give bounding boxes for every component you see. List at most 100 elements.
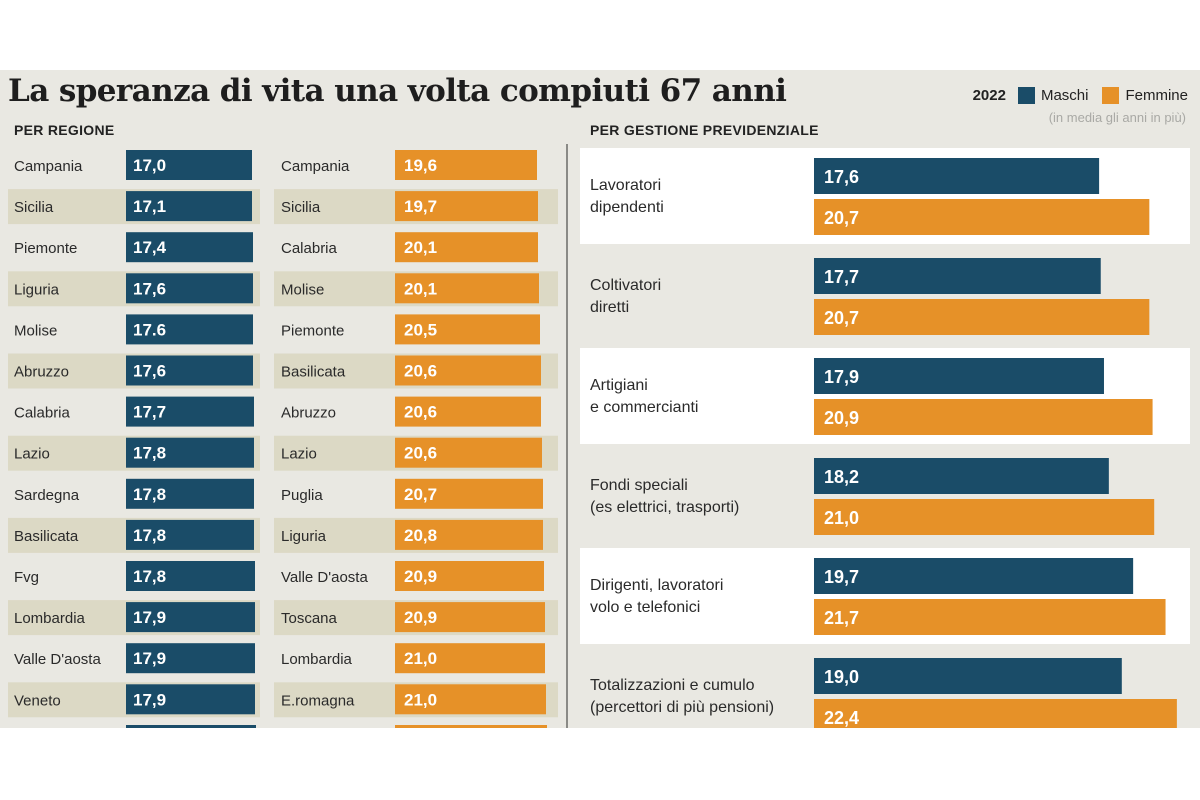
scheme-label-line2: volo e telefonici [590, 599, 700, 616]
region-label-male: Veneto [14, 692, 61, 709]
region-label-female: Calabria [281, 240, 338, 257]
scheme-bar-male [814, 458, 1109, 494]
region-bar-male [126, 684, 255, 715]
region-label-female: Campania [281, 158, 350, 175]
region-label-male: Fvg [14, 569, 39, 586]
region-value-female: 20,1 [404, 238, 437, 257]
page-title: La speranza di vita una volta compiuti 6… [8, 73, 787, 109]
region-label-female: Liguria [281, 528, 327, 545]
region-label-female: E.romagna [281, 692, 355, 709]
region-bar-female [395, 273, 539, 304]
region-bar-female [395, 478, 543, 509]
region-bar-female [395, 396, 541, 427]
region-bar-female [395, 684, 546, 715]
region-label-female: Lazio [281, 446, 317, 463]
region-label-female: Toscana [281, 610, 338, 627]
region-bar-male [126, 232, 253, 263]
region-value-male: 17,6 [133, 279, 166, 298]
region-value-female: 20,6 [404, 362, 437, 381]
region-value-female: 20,1 [404, 279, 437, 298]
region-value-male: 17,9 [133, 690, 166, 709]
legend-male-label: Maschi [1040, 87, 1089, 104]
section-title-regions: PER REGIONE [14, 122, 115, 138]
region-value-female: 20,9 [404, 608, 437, 627]
legend-note: (in media gli anni in più) [1048, 110, 1186, 125]
scheme-label-line2: e commercianti [590, 399, 698, 416]
scheme-value-male: 17,9 [824, 367, 859, 387]
region-label-female: Lombardia [281, 651, 353, 668]
scheme-bar-female [814, 399, 1153, 435]
region-bar-male-partial [126, 725, 256, 728]
scheme-value-female: 20,7 [824, 208, 859, 228]
scheme-value-male: 17,6 [824, 167, 859, 187]
region-label-male: Sicilia [14, 199, 54, 216]
region-label-male: Campania [14, 158, 83, 175]
region-value-male: 17,1 [133, 197, 166, 216]
region-bar-female [395, 643, 545, 674]
region-bar-female [395, 314, 540, 345]
scheme-bar-female [814, 199, 1150, 235]
region-value-female: 21,0 [404, 649, 437, 668]
region-value-male: 17,8 [133, 485, 166, 504]
scheme-value-female: 21,0 [824, 508, 859, 528]
region-bar-male [126, 519, 254, 550]
region-label-female: Sicilia [281, 199, 321, 216]
scheme-label-line2: dipendenti [590, 199, 664, 216]
region-bar-male [126, 191, 252, 222]
scheme-value-female: 20,7 [824, 308, 859, 328]
chart-canvas: Campania 17,0 Campania 19,6 Sicilia 17,1 Sicil… [8, 148, 1190, 728]
region-bar-male [126, 355, 253, 386]
region-value-female: 20,5 [404, 320, 437, 339]
region-bar-female-partial [395, 725, 547, 728]
region-label-male: Sardegna [14, 487, 80, 504]
region-value-female: 21,0 [404, 690, 437, 709]
region-label-female: Abruzzo [281, 405, 336, 422]
region-value-female: 20,6 [404, 403, 437, 422]
scheme-label-line2: (percettori di più pensioni) [590, 699, 774, 716]
region-value-male: 17,7 [133, 403, 166, 422]
legend-male-swatch [1017, 87, 1035, 104]
region-value-male: 17.6 [133, 320, 166, 339]
region-label-male: Lazio [14, 446, 50, 463]
region-value-female: 20,7 [404, 485, 437, 504]
legend: 2022 Maschi Femmine [973, 87, 1188, 104]
region-label-female: Molise [281, 281, 324, 298]
region-value-male: 17,6 [133, 362, 166, 381]
region-value-male: 17,9 [133, 608, 166, 627]
scheme-bar-female [814, 499, 1155, 535]
region-bar-male [126, 643, 255, 674]
region-value-female: 20,8 [404, 526, 437, 545]
region-bar-female [395, 519, 543, 550]
region-bar-male [126, 437, 254, 468]
legend-year: 2022 [972, 87, 1006, 104]
region-label-female: Basilicata [281, 364, 346, 381]
scheme-label-line1: Lavoratori [590, 177, 661, 194]
region-bar-female [395, 602, 545, 633]
scheme-bar-female [814, 299, 1150, 335]
region-label-male: Liguria [14, 281, 60, 298]
region-label-male: Basilicata [14, 528, 79, 545]
region-label-male: Valle D'aosta [14, 651, 101, 668]
legend-female-swatch [1102, 87, 1120, 104]
region-bar-female [395, 150, 537, 180]
region-label-male: Molise [14, 322, 57, 339]
region-label-female: Valle D'aosta [281, 569, 368, 586]
scheme-label-line1: Fondi speciali [590, 477, 688, 494]
region-bar-male [126, 273, 253, 304]
region-value-male: 17,9 [133, 649, 166, 668]
scheme-label-line1: Artigiani [590, 377, 648, 394]
region-bar-male [126, 478, 254, 509]
scheme-bar-female [814, 699, 1177, 728]
region-bar-male [126, 561, 255, 591]
scheme-value-male: 19,0 [824, 667, 859, 687]
scheme-value-male: 17,7 [824, 267, 859, 287]
column-divider [566, 144, 568, 728]
scheme-label-line1: Dirigenti, lavoratori [590, 577, 723, 594]
region-label-female: Piemonte [281, 322, 344, 339]
region-value-female: 19,6 [404, 156, 437, 175]
region-label-male: Calabria [14, 405, 71, 422]
scheme-bar-male [814, 158, 1100, 194]
region-bar-male [126, 314, 253, 345]
region-bar-male [126, 602, 255, 633]
region-bar-male [126, 396, 254, 427]
